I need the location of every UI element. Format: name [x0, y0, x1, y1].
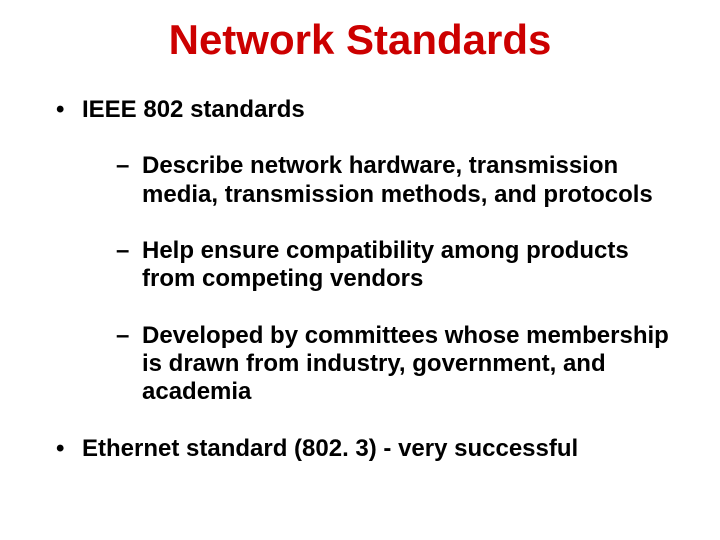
- list-item: Help ensure compatibility among products…: [116, 237, 672, 294]
- list-item: Developed by committees whose membership…: [116, 322, 672, 407]
- slide: Network Standards IEEE 802 standards Des…: [0, 0, 720, 540]
- slide-title: Network Standards: [48, 18, 672, 62]
- list-item-text: IEEE 802 standards: [82, 96, 305, 123]
- list-item-text: Developed by committees whose membership…: [142, 322, 669, 406]
- bullet-list-level1: IEEE 802 standards Describe network hard…: [48, 96, 672, 463]
- bullet-list-level2: Describe network hardware, transmission …: [82, 152, 672, 406]
- list-item-text: Describe network hardware, transmission …: [142, 152, 653, 207]
- list-item-text: Ethernet standard (802. 3) - very succes…: [82, 435, 578, 462]
- list-item: Describe network hardware, transmission …: [116, 152, 672, 209]
- list-item-text: Help ensure compatibility among products…: [142, 237, 629, 292]
- list-item: IEEE 802 standards Describe network hard…: [48, 96, 672, 407]
- list-item: Ethernet standard (802. 3) - very succes…: [48, 435, 672, 463]
